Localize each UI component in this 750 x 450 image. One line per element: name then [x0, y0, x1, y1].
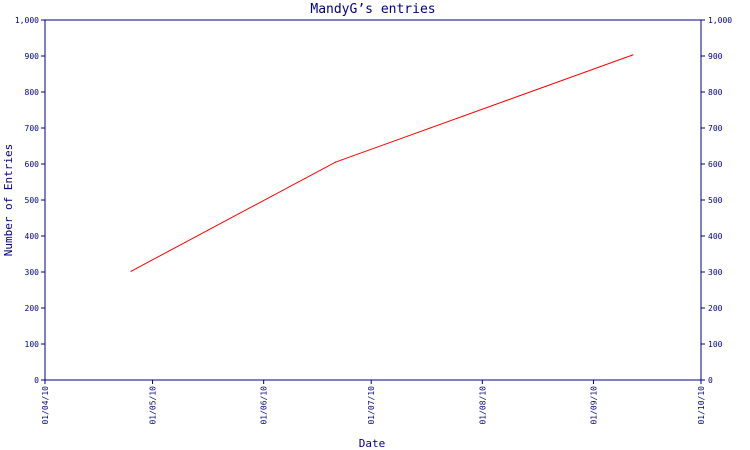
y-tick-label-left: 400 [25, 232, 40, 241]
chart-title: MandyG’s entries [310, 2, 435, 17]
y-tick-label-right: 1,000 [708, 16, 732, 25]
data-point [130, 270, 132, 272]
y-tick-label-left: 300 [25, 268, 40, 277]
y-tick-label-right: 800 [708, 88, 723, 97]
x-tick-label: 01/05/10 [149, 386, 158, 425]
y-axis-label: Number of Entries [2, 144, 15, 257]
y-tick-label-right: 900 [708, 52, 723, 61]
x-tick-label: 01/06/10 [260, 386, 269, 425]
y-tick-label-left: 100 [25, 340, 40, 349]
y-tick-label-left: 600 [25, 160, 40, 169]
y-tick-label-right: 600 [708, 160, 723, 169]
ticks: 0 0 100 100 200 200 300 300 400 400 500 500 600 600 70… [15, 16, 732, 425]
y-tick-label-left: 0 [34, 376, 39, 385]
y-tick-label-left: 500 [25, 196, 40, 205]
y-tick-label-left: 800 [25, 88, 40, 97]
y-tick-label-right: 700 [708, 124, 723, 133]
data-point [334, 161, 336, 163]
y-tick-label-right: 400 [708, 232, 723, 241]
y-tick-label-right: 500 [708, 196, 723, 205]
x-tick-label: 01/04/10 [41, 386, 50, 425]
x-axis-label: Date [359, 437, 386, 450]
y-tick-label-left: 200 [25, 304, 40, 313]
data-point [632, 54, 634, 56]
x-tick-label: 01/10/10 [697, 386, 706, 425]
x-tick-label: 01/09/10 [589, 386, 598, 425]
x-tick-label: 01/07/10 [367, 386, 376, 425]
y-tick-label-left: 1,000 [15, 16, 39, 25]
axes [44, 19, 702, 381]
y-tick-label-right: 0 [708, 376, 713, 385]
y-tick-label-left: 900 [25, 52, 40, 61]
y-tick-label-right: 100 [708, 340, 723, 349]
x-tick-label: 01/08/10 [478, 386, 487, 425]
series-line [130, 54, 634, 272]
y-tick-label-left: 700 [25, 124, 40, 133]
y-tick-label-right: 300 [708, 268, 723, 277]
y-tick-label-right: 200 [708, 304, 723, 313]
series [130, 54, 634, 272]
